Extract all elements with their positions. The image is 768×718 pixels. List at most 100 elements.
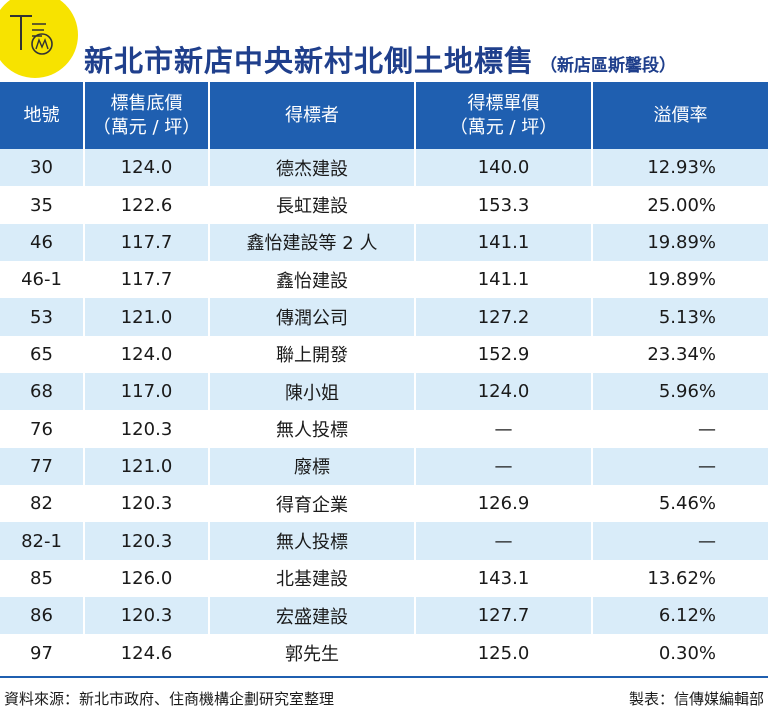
- title-row: 新北市新店中央新村北側土地標售 （新店區斯馨段）: [84, 38, 762, 82]
- table-row: 46-1 117.7 鑫怡建設 141.1 19.89%: [0, 261, 768, 299]
- premium-rate-cell: 25.00%: [592, 186, 768, 224]
- winner-cell: 得育企業: [209, 485, 416, 523]
- table-body: 30 124.0 德杰建設 140.0 12.93% 35 122.6 長虹建設 153.3 25…: [0, 149, 768, 672]
- winning-price-cell: 153.3: [415, 186, 593, 224]
- column-header: 得標者: [209, 82, 416, 149]
- lot-number-cell: 86: [0, 597, 85, 635]
- winning-price-cell: 127.7: [415, 597, 593, 635]
- base-price-cell: 124.0: [84, 149, 210, 187]
- lot-number-cell: 85: [0, 559, 85, 598]
- base-price-cell: 120.3: [84, 597, 210, 635]
- winner-cell: 德杰建設: [209, 149, 416, 187]
- page-subtitle: （新店區斯馨段）: [540, 56, 677, 76]
- premium-rate-cell: 6.12%: [592, 597, 768, 635]
- winner-cell: 鑫怡建設等 2 人: [209, 223, 416, 262]
- page-title: 新北市新店中央新村北側土地標售: [84, 44, 535, 78]
- winning-price-cell: 127.2: [415, 298, 593, 336]
- winning-price-cell: —: [415, 410, 593, 448]
- base-price-cell: 117.7: [84, 261, 210, 299]
- lot-number-cell: 77: [0, 447, 85, 486]
- winning-price-cell: 141.1: [415, 261, 593, 299]
- table-row: 53 121.0 傳潤公司 127.2 5.13%: [0, 298, 768, 336]
- table-row: 30 124.0 德杰建設 140.0 12.93%: [0, 149, 768, 187]
- table-row: 85 126.0 北基建設 143.1 13.62%: [0, 559, 768, 598]
- column-header-label: 標售底價: [110, 92, 183, 114]
- table-row: 35 122.6 長虹建設 153.3 25.00%: [0, 186, 768, 224]
- winning-price-cell: 152.9: [415, 335, 593, 374]
- lot-number-cell: 82-1: [0, 522, 85, 560]
- base-price-cell: 124.0: [84, 335, 210, 374]
- lot-number-cell: 68: [0, 373, 85, 411]
- lot-number-cell: 30: [0, 149, 85, 187]
- winning-price-cell: —: [415, 447, 593, 486]
- winner-cell: 無人投標: [209, 522, 416, 560]
- table-row: 65 124.0 聯上開發 152.9 23.34%: [0, 335, 768, 374]
- lot-number-cell: 97: [0, 634, 85, 672]
- winner-cell: 長虹建設: [209, 186, 416, 224]
- column-header-label: 得標者: [285, 104, 339, 126]
- winning-price-cell: 126.9: [415, 485, 593, 523]
- base-price-cell: 121.0: [84, 298, 210, 336]
- premium-rate-cell: 19.89%: [592, 261, 768, 299]
- column-header: 溢價率: [592, 82, 768, 149]
- column-header: 標售底價 （萬元 / 坪）: [84, 82, 210, 149]
- table-row: 86 120.3 宏盛建設 127.7 6.12%: [0, 597, 768, 635]
- tcm-logo-icon: [10, 15, 53, 55]
- column-header: 得標單價 （萬元 / 坪）: [415, 82, 593, 149]
- premium-rate-cell: 23.34%: [592, 335, 768, 374]
- base-price-cell: 120.3: [84, 485, 210, 523]
- column-header-unit: （萬元 / 坪）: [449, 116, 558, 138]
- column-header-label: 地號: [23, 104, 60, 126]
- table-row: 46 117.7 鑫怡建設等 2 人 141.1 19.89%: [0, 223, 768, 262]
- column-header-label: 溢價率: [653, 104, 708, 126]
- credit-note: 製表：信傳媒編輯部: [628, 689, 764, 708]
- table-row: 76 120.3 無人投標 — —: [0, 410, 768, 448]
- winner-cell: 傳潤公司: [209, 298, 416, 336]
- table-row: 77 121.0 廢標 — —: [0, 447, 768, 486]
- winner-cell: 聯上開發: [209, 335, 416, 374]
- winning-price-cell: 141.1: [415, 223, 593, 262]
- base-price-cell: 122.6: [84, 186, 210, 224]
- column-header: 地號: [0, 82, 85, 149]
- base-price-cell: 120.3: [84, 522, 210, 560]
- winner-cell: 宏盛建設: [209, 597, 416, 635]
- lot-number-cell: 46-1: [0, 261, 85, 299]
- premium-rate-cell: —: [592, 522, 768, 560]
- lot-number-cell: 46: [0, 223, 85, 262]
- table-row: 97 124.6 郭先生 125.0 0.30%: [0, 634, 768, 672]
- winner-cell: 郭先生: [209, 634, 416, 672]
- lot-number-cell: 82: [0, 485, 85, 523]
- table-header-row: 地號 標售底價 （萬元 / 坪） 得標者 得標單價 （萬元 / 坪） 溢價率: [0, 82, 768, 149]
- table-row: 82-1 120.3 無人投標 — —: [0, 522, 768, 560]
- winner-cell: 鑫怡建設: [209, 261, 416, 299]
- footer: 資料來源：新北市政府、住商機構企劃研究室整理 製表：信傳媒編輯部: [0, 676, 768, 718]
- lot-number-cell: 76: [0, 410, 85, 448]
- premium-rate-cell: 5.46%: [592, 485, 768, 523]
- premium-rate-cell: —: [592, 410, 768, 448]
- premium-rate-cell: 12.93%: [592, 149, 768, 187]
- winner-cell: 廢標: [209, 447, 416, 486]
- premium-rate-cell: 19.89%: [592, 223, 768, 262]
- table-row: 82 120.3 得育企業 126.9 5.46%: [0, 485, 768, 523]
- lot-number-cell: 35: [0, 186, 85, 224]
- lot-number-cell: 65: [0, 335, 85, 374]
- premium-rate-cell: —: [592, 447, 768, 486]
- winning-price-cell: 125.0: [415, 634, 593, 672]
- winning-price-cell: —: [415, 522, 593, 560]
- premium-rate-cell: 0.30%: [592, 634, 768, 672]
- base-price-cell: 126.0: [84, 559, 210, 598]
- winning-price-cell: 143.1: [415, 559, 593, 598]
- winner-cell: 無人投標: [209, 410, 416, 448]
- lot-number-cell: 53: [0, 298, 85, 336]
- land-sale-table: 地號 標售底價 （萬元 / 坪） 得標者 得標單價 （萬元 / 坪） 溢價率 30 124.0…: [0, 82, 768, 672]
- source-note: 資料來源：新北市政府、住商機構企劃研究室整理: [4, 689, 335, 708]
- logo-badge: [0, 0, 78, 78]
- column-header-label: 得標單價: [467, 92, 540, 114]
- winner-cell: 北基建設: [209, 559, 416, 598]
- base-price-cell: 117.0: [84, 373, 210, 411]
- premium-rate-cell: 13.62%: [592, 559, 768, 598]
- winning-price-cell: 124.0: [415, 373, 593, 411]
- base-price-cell: 124.6: [84, 634, 210, 672]
- winner-cell: 陳小姐: [209, 373, 416, 411]
- premium-rate-cell: 5.96%: [592, 373, 768, 411]
